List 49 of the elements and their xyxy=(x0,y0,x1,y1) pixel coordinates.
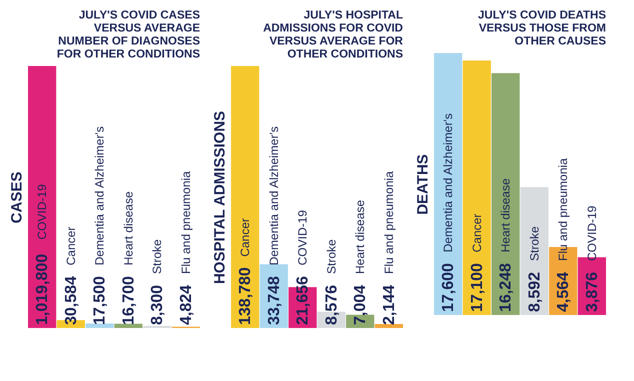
category-label: Heart disease xyxy=(121,191,136,266)
data-label: 17,600 xyxy=(440,262,458,312)
data-label: 138,780 xyxy=(237,267,254,325)
category-label: Stroke xyxy=(150,239,164,274)
category-label: Dementia and Alzheimer's xyxy=(92,126,107,266)
category-label: Heart disease xyxy=(498,178,513,252)
bar xyxy=(86,324,114,328)
category-label: Heart disease xyxy=(353,200,368,274)
data-label: 17,500 xyxy=(92,276,109,325)
category-label: Stroke xyxy=(324,239,338,274)
data-label: 3,876 xyxy=(584,272,601,312)
bar xyxy=(374,324,403,328)
data-label: 17,100 xyxy=(468,262,486,312)
bar xyxy=(231,66,260,328)
data-label: 8,576 xyxy=(323,284,340,325)
bar xyxy=(28,66,56,328)
chart-title: JULY'S COVID DEATHS VERSUS THOSE FROM OTHER CAUSES xyxy=(478,10,606,48)
category-label: COVID-19 xyxy=(296,210,310,266)
category-label: Cancer xyxy=(470,214,484,252)
data-label: 1,019,800 xyxy=(34,254,52,325)
bar xyxy=(114,324,142,328)
category-label: Flu and pneumonia xyxy=(556,158,570,261)
category-label: COVID-19 xyxy=(584,206,599,261)
category-label: Dementia and Alzheimer's xyxy=(266,126,281,266)
category-label: Cancer xyxy=(238,218,252,257)
chart-title: JULY'S COVID CASES VERSUS AVERAGE NUMBER OF DIAGNOSES FOR OTHER CONDITIONS xyxy=(56,10,200,60)
data-label: 21,656 xyxy=(294,276,312,325)
y-axis-title: HOSPITAL ADMISSIONS xyxy=(212,110,228,284)
data-label: 4,564 xyxy=(555,272,572,312)
data-label: 4,824 xyxy=(178,284,195,325)
data-label: 8,592 xyxy=(526,272,544,312)
data-label: 30,584 xyxy=(62,276,80,325)
y-axis-title: CASES xyxy=(8,172,26,224)
data-label: 7,004 xyxy=(352,284,370,325)
category-label: Dementia and Alzheimer's xyxy=(441,113,456,252)
data-label: 33,748 xyxy=(266,276,283,325)
data-label: 8,300 xyxy=(149,284,166,325)
data-label: 2,144 xyxy=(380,284,398,325)
data-label: 16,700 xyxy=(120,276,138,325)
data-label: 16,248 xyxy=(498,262,515,312)
chart-title: JULY'S HOSPITAL ADMISSIONS FOR COVID VERSUS AVERAGE FOR OTHER CONDITIONS xyxy=(263,10,404,60)
bar xyxy=(462,60,491,315)
y-axis-title: DEATHS xyxy=(414,154,432,215)
category-label: Flu and pneumonia xyxy=(382,171,396,274)
bar xyxy=(492,73,520,315)
category-label: COVID-19 xyxy=(35,184,50,240)
category-label: Cancer xyxy=(64,226,78,266)
category-label: Flu and pneumonia xyxy=(178,171,193,274)
category-label: Stroke xyxy=(527,226,542,261)
